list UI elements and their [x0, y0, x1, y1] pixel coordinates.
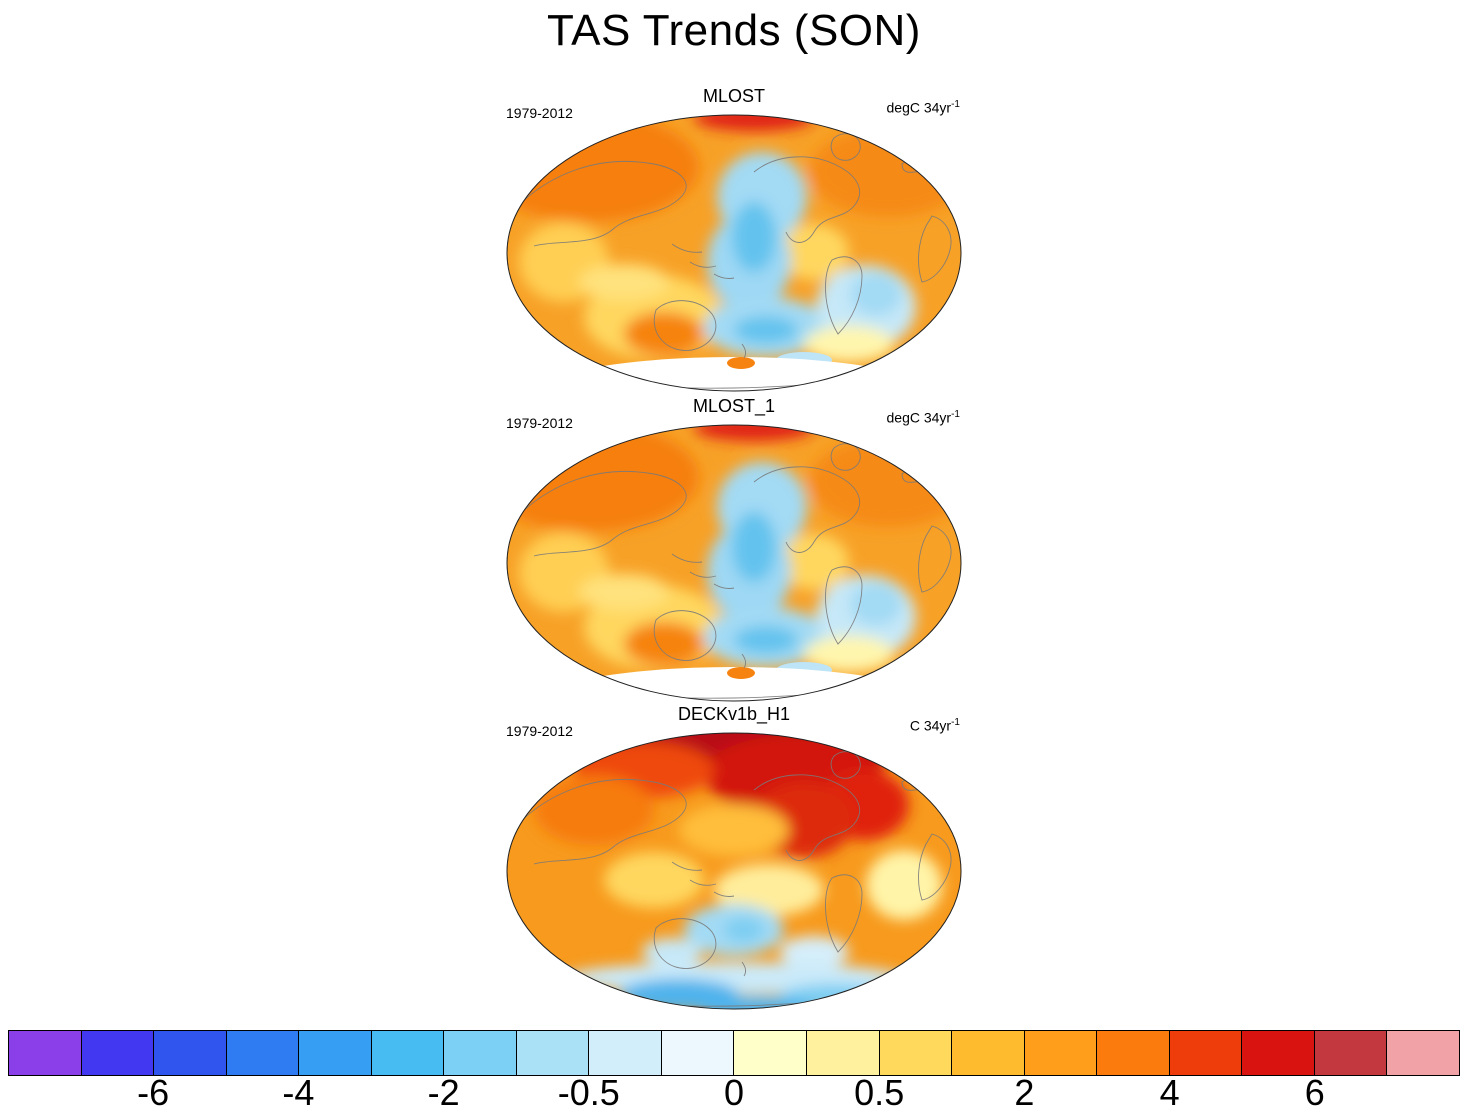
- panel-mlost-unit-text: degC 34yr: [886, 99, 952, 116]
- colorbar-segment-1: [80, 1031, 154, 1075]
- colorbar-segment-11: [806, 1031, 879, 1075]
- colorbar-segment-9: [660, 1031, 734, 1075]
- panel-mlost-period: 1979-2012: [506, 105, 573, 121]
- colorbar-segment-8: [588, 1031, 661, 1075]
- colorbar-tick-2: 2: [1014, 1072, 1035, 1113]
- panel-mlost-1-unit: degC 34yr-1: [887, 409, 961, 426]
- panel-mlost: MLOST 1979-2012 degC 34yr-1: [504, 86, 964, 396]
- colorbar-segment-16: [1168, 1031, 1242, 1075]
- colorbar-segment-6: [443, 1031, 516, 1075]
- figure-title: TAS Trends (SON): [547, 6, 921, 55]
- panel-deckv1b-h1-period: 1979-2012: [506, 723, 573, 739]
- colorbar-ticks: -6 -4 -2 -0.5 0 0.5 2 4 6: [8, 1072, 1460, 1114]
- panel-mlost-1-unit-exp: -1: [951, 409, 960, 420]
- colorbar-segment-5: [370, 1031, 444, 1075]
- panel-deckv1b-h1: DECKv1b_H1 1979-2012 C 34yr-1: [504, 704, 964, 1014]
- panel-deckv1b-h1-title: DECKv1b_H1: [677, 704, 791, 724]
- map-mlost: [504, 112, 964, 394]
- panel-mlost-1-period: 1979-2012: [506, 415, 573, 431]
- panel-mlost-1-title: MLOST_1: [692, 396, 776, 416]
- colorbar-segment-10: [733, 1031, 807, 1075]
- colorbar-segment-18: [1313, 1031, 1387, 1075]
- map-deckv1b-h1: [504, 730, 964, 1012]
- colorbar: [8, 1030, 1460, 1076]
- colorbar-tick-0: 0: [723, 1072, 745, 1113]
- panel-mlost-header: MLOST 1979-2012 degC 34yr-1: [504, 86, 964, 121]
- panel-mlost-1-header: MLOST_1 1979-2012 degC 34yr-1: [504, 396, 964, 431]
- colorbar-tick-6: 6: [1304, 1072, 1325, 1113]
- colorbar-segment-15: [1096, 1031, 1169, 1075]
- panel-mlost-title: MLOST: [702, 86, 765, 106]
- colorbar-segment-4: [298, 1031, 371, 1075]
- colorbar-segment-17: [1241, 1031, 1314, 1075]
- panel-mlost-unit: degC 34yr-1: [887, 99, 961, 116]
- colorbar-segment-12: [878, 1031, 952, 1075]
- map-mlost-1: [504, 422, 964, 704]
- panel-deckv1b-h1-header: DECKv1b_H1 1979-2012 C 34yr-1: [504, 704, 964, 739]
- colorbar-tick--2: -2: [427, 1072, 460, 1113]
- colorbar-tick--6: -6: [137, 1072, 170, 1113]
- colorbar-tick-0.5: 0.5: [854, 1072, 905, 1113]
- colorbar-segment-19: [1386, 1031, 1459, 1075]
- panel-mlost-unit-exp: -1: [951, 99, 960, 110]
- colorbar-segment-7: [515, 1031, 589, 1075]
- panel-mlost-1: MLOST_1 1979-2012 degC 34yr-1: [504, 396, 964, 706]
- colorbar-tick--0.5: -0.5: [557, 1072, 620, 1113]
- colorbar-segment-13: [951, 1031, 1024, 1075]
- panel-deckv1b-h1-unit-text: C 34yr: [909, 717, 952, 734]
- panel-deckv1b-h1-unit: C 34yr-1: [910, 717, 960, 734]
- colorbar-segment-0: [9, 1031, 81, 1075]
- panel-deckv1b-h1-unit-exp: -1: [951, 717, 960, 728]
- colorbar-tick--4: -4: [282, 1072, 315, 1113]
- colorbar-segment-3: [225, 1031, 299, 1075]
- colorbar-tick-4: 4: [1159, 1072, 1180, 1113]
- colorbar-segment-14: [1023, 1031, 1097, 1075]
- panel-mlost-1-unit-text: degC 34yr: [886, 409, 952, 426]
- colorbar-segment-2: [153, 1031, 226, 1075]
